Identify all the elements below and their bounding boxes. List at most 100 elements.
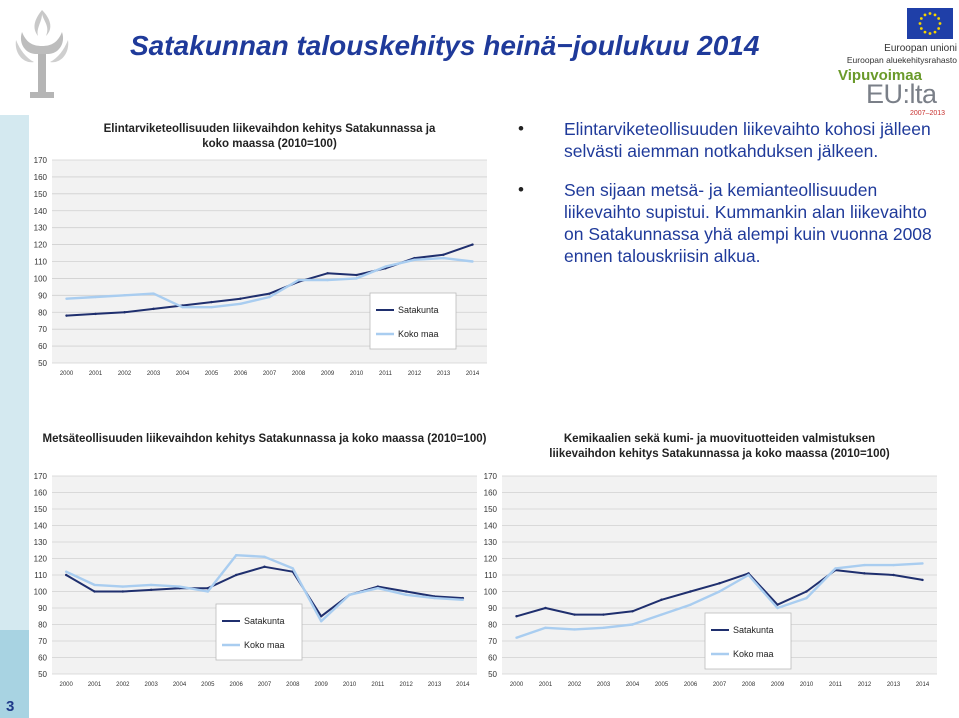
- x-tick-label: 2007: [258, 682, 272, 688]
- x-tick-label: 2000: [59, 682, 73, 688]
- bullet-item: Sen sijaan metsä- ja kemianteollisuuden …: [518, 179, 948, 267]
- x-tick-label: 2014: [456, 682, 470, 688]
- y-tick-label: 110: [34, 258, 47, 267]
- x-tick-label: 2014: [466, 371, 480, 377]
- data-point: [921, 562, 924, 565]
- data-point: [544, 606, 547, 610]
- data-point: [149, 588, 153, 592]
- y-tick-label: 170: [484, 472, 498, 481]
- data-point: [206, 590, 210, 593]
- data-point: [234, 554, 238, 557]
- eu-fund: Euroopan aluekehitysrahasto: [846, 55, 957, 65]
- x-tick-label: 2001: [88, 682, 102, 688]
- data-point: [93, 590, 96, 593]
- y-tick-label: 170: [34, 156, 48, 165]
- y-tick-label: 60: [38, 342, 47, 351]
- x-tick-label: 2006: [229, 682, 243, 688]
- y-tick-label: 70: [38, 637, 47, 646]
- chart-food-industry: Elintarviketeollisuuden liikevaihdon keh…: [30, 118, 490, 380]
- chart-forest-industry: Metsäteollisuuden liikevaihdon kehitys S…: [30, 428, 487, 690]
- y-tick-label: 50: [38, 359, 47, 368]
- x-tick-label: 2004: [176, 371, 190, 377]
- data-point: [573, 613, 576, 616]
- data-point: [326, 272, 329, 275]
- y-tick-label: 120: [484, 555, 498, 564]
- y-tick-label: 90: [38, 291, 47, 300]
- x-tick-label: 2000: [510, 682, 524, 688]
- x-tick-label: 2003: [144, 682, 158, 688]
- data-point: [863, 563, 866, 567]
- y-tick-label: 140: [34, 522, 48, 531]
- y-tick-label: 130: [484, 538, 498, 547]
- data-point: [210, 305, 213, 309]
- data-point: [376, 587, 380, 590]
- data-point: [149, 583, 153, 587]
- data-point: [747, 572, 750, 575]
- y-tick-label: 170: [34, 472, 48, 481]
- chart-title: koko maassa (2010=100): [202, 138, 337, 150]
- data-point: [892, 573, 895, 577]
- y-tick-label: 110: [484, 571, 497, 580]
- data-point: [631, 610, 634, 613]
- x-tick-label: 2005: [655, 682, 669, 688]
- x-tick-label: 2011: [371, 682, 385, 688]
- y-tick-label: 90: [38, 604, 47, 613]
- data-point: [152, 292, 155, 295]
- x-tick-label: 2002: [116, 682, 130, 688]
- y-tick-label: 90: [488, 604, 497, 613]
- x-tick-label: 2003: [597, 682, 611, 688]
- data-point: [234, 573, 238, 577]
- y-tick-label: 120: [34, 241, 48, 250]
- data-point: [94, 295, 97, 299]
- x-tick-label: 2012: [408, 371, 422, 377]
- y-tick-label: 150: [484, 505, 498, 514]
- y-tick-label: 100: [34, 274, 48, 283]
- data-point: [573, 628, 576, 631]
- data-point: [93, 583, 96, 587]
- data-point: [805, 596, 808, 600]
- chart-svg: Kemikaalien sekä kumi- ja muovituotteide…: [484, 433, 937, 688]
- y-tick-label: 60: [38, 654, 47, 663]
- data-point: [384, 265, 387, 268]
- x-tick-label: 2006: [684, 682, 698, 688]
- data-point: [210, 300, 213, 304]
- data-point: [515, 615, 518, 618]
- chart-legend: Satakunta Koko maa: [704, 612, 792, 670]
- y-tick-label: 140: [34, 207, 48, 216]
- legend-label: Satakunta: [733, 625, 774, 635]
- data-point: [718, 590, 721, 593]
- data-point: [64, 570, 68, 573]
- chart-title: Elintarviketeollisuuden liikevaihdon keh…: [104, 123, 436, 135]
- x-tick-label: 2013: [887, 682, 901, 688]
- data-point: [461, 598, 465, 601]
- y-tick-label: 160: [34, 173, 48, 182]
- side-strip: [0, 115, 29, 718]
- data-point: [834, 567, 837, 570]
- data-point: [776, 603, 779, 606]
- y-tick-label: 150: [34, 190, 48, 199]
- data-point: [471, 260, 474, 263]
- data-point: [404, 593, 408, 596]
- eulta-logo: EU:lta: [866, 79, 937, 109]
- data-point: [123, 294, 126, 297]
- x-tick-label: 2007: [263, 371, 277, 377]
- eu-flag-icon: [907, 8, 953, 39]
- eu-logo-block: Euroopan unioni Euroopan aluekehitysraha…: [832, 6, 957, 118]
- data-point: [442, 256, 445, 260]
- data-point: [65, 297, 68, 300]
- data-point: [94, 312, 97, 316]
- x-tick-label: 2008: [292, 371, 306, 377]
- data-point: [263, 565, 266, 568]
- data-point: [355, 277, 358, 280]
- chart-svg: Metsäteollisuuden liikevaihdon kehitys S…: [34, 433, 487, 688]
- data-point: [404, 590, 408, 593]
- data-point: [121, 585, 125, 588]
- data-point: [291, 567, 295, 570]
- data-point: [471, 243, 474, 246]
- data-point: [326, 278, 329, 282]
- eulta-years: 2007–2013: [910, 110, 946, 117]
- x-tick-label: 2000: [60, 371, 74, 377]
- y-tick-label: 110: [34, 571, 47, 580]
- x-tick-label: 2002: [568, 682, 582, 688]
- y-tick-label: 50: [38, 670, 47, 679]
